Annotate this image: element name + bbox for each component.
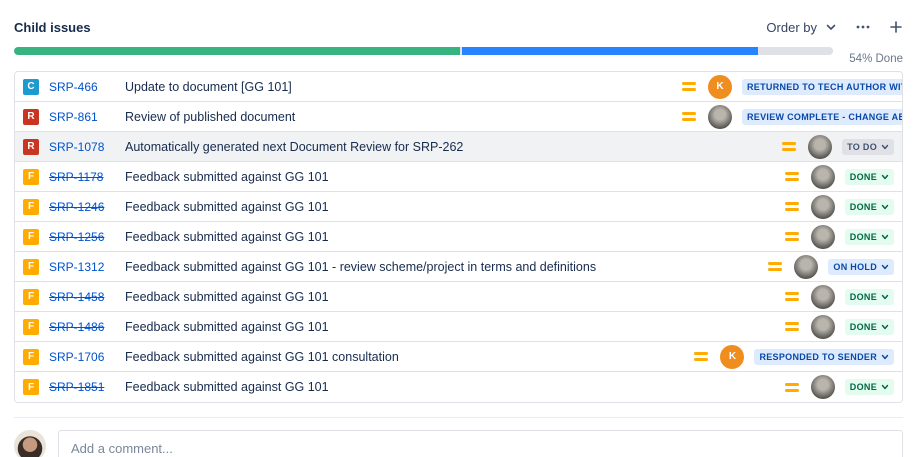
- issue-type-feedback-icon: F: [23, 168, 39, 185]
- more-icon[interactable]: [855, 19, 871, 35]
- status-badge[interactable]: DONE: [844, 168, 894, 185]
- status-badge[interactable]: DONE: [844, 318, 894, 335]
- issue-type-feedback-icon: F: [23, 228, 39, 245]
- progress-segment-done: [14, 47, 461, 55]
- assignee-avatar[interactable]: [810, 194, 835, 219]
- assignee-avatar[interactable]: K: [720, 344, 745, 369]
- issue-summary: Feedback submitted against GG 101: [125, 229, 329, 244]
- assignee-avatar[interactable]: [810, 314, 835, 339]
- issue-summary: Feedback submitted against GG 101: [125, 289, 329, 304]
- assignee-avatar[interactable]: [810, 284, 835, 309]
- progress-segment-todo: [760, 47, 833, 55]
- order-by-label: Order by: [766, 19, 817, 35]
- issue-row[interactable]: F SRP-1178 Feedback submitted against GG…: [15, 162, 902, 192]
- issue-summary: Feedback submitted against GG 101 - revi…: [125, 259, 597, 274]
- progress-bar: [14, 47, 833, 55]
- issue-key-link[interactable]: SRP-861: [49, 109, 98, 124]
- issue-summary: Automatically generated next Document Re…: [125, 139, 464, 154]
- assignee-avatar[interactable]: [808, 134, 833, 159]
- issue-type-change-icon: C: [23, 78, 39, 95]
- progress-section: 54% Done: [14, 45, 903, 65]
- issue-type-feedback-icon: F: [23, 318, 39, 335]
- order-by-button[interactable]: Order by: [766, 20, 837, 35]
- issue-row[interactable]: R SRP-861 Review of published document R…: [15, 102, 902, 132]
- issue-summary: Review of published document: [125, 109, 296, 124]
- status-badge[interactable]: RETURNED TO TECH AUTHOR WITH C: [742, 78, 902, 95]
- issue-type-feedback-icon: F: [23, 198, 39, 215]
- priority-medium-icon: [782, 142, 797, 151]
- chevron-down-icon: [825, 21, 837, 33]
- issue-row[interactable]: F SRP-1458 Feedback submitted against GG…: [15, 282, 902, 312]
- issue-key-link[interactable]: SRP-1256: [49, 229, 105, 244]
- comment-section: [14, 430, 903, 457]
- priority-medium-icon: [784, 292, 799, 301]
- issue-key-link[interactable]: SRP-1078: [49, 139, 105, 154]
- issue-row[interactable]: F SRP-1246 Feedback submitted against GG…: [15, 192, 902, 222]
- issue-type-review-icon: R: [23, 138, 39, 155]
- status-badge[interactable]: DONE: [844, 288, 894, 305]
- priority-medium-icon: [768, 262, 783, 271]
- status-badge[interactable]: RESPONDED TO SENDER: [754, 348, 894, 365]
- status-badge-clip: RETURNED TO TECH AUTHOR WITH C: [742, 78, 902, 95]
- status-badge[interactable]: ON HOLD: [828, 258, 894, 275]
- section-divider: [14, 417, 903, 418]
- priority-medium-icon: [784, 322, 799, 331]
- issue-summary: Feedback submitted against GG 101: [125, 199, 329, 214]
- issue-type-feedback-icon: F: [23, 288, 39, 305]
- panel-header: Child issues Order by: [14, 18, 903, 36]
- panel-title: Child issues: [14, 19, 91, 35]
- issue-row[interactable]: F SRP-1486 Feedback submitted against GG…: [15, 312, 902, 342]
- issue-summary: Feedback submitted against GG 101: [125, 169, 329, 184]
- issue-summary: Feedback submitted against GG 101: [125, 319, 329, 334]
- assignee-avatar[interactable]: [708, 104, 732, 129]
- issue-key-link[interactable]: SRP-1312: [49, 259, 105, 274]
- issue-summary: Feedback submitted against GG 101: [125, 380, 329, 394]
- priority-medium-icon: [682, 112, 696, 121]
- status-badge[interactable]: TO DO: [842, 138, 894, 155]
- issue-key-link[interactable]: SRP-1851: [49, 380, 105, 394]
- priority-medium-icon: [784, 382, 799, 392]
- priority-medium-icon: [694, 352, 709, 361]
- assignee-avatar[interactable]: [794, 254, 819, 279]
- issue-type-feedback-icon: F: [23, 258, 39, 275]
- progress-label: 54% Done: [849, 53, 903, 65]
- priority-medium-icon: [682, 82, 696, 91]
- issue-row[interactable]: C SRP-466 Update to document [GG 101] K …: [15, 72, 902, 102]
- assignee-avatar[interactable]: K: [708, 74, 732, 99]
- status-badge[interactable]: DONE: [844, 198, 894, 215]
- issue-key-link[interactable]: SRP-1178: [49, 169, 104, 184]
- issue-row[interactable]: F SRP-1851 Feedback submitted against GG…: [15, 372, 902, 402]
- issue-row[interactable]: F SRP-1706 Feedback submitted against GG…: [15, 342, 902, 372]
- issue-row-highlighted[interactable]: R SRP-1078 Automatically generated next …: [15, 132, 902, 162]
- issue-summary: Update to document [GG 101]: [125, 79, 292, 94]
- assignee-avatar[interactable]: [810, 224, 835, 249]
- priority-medium-icon: [784, 172, 799, 181]
- status-badge[interactable]: DONE: [844, 379, 894, 395]
- priority-medium-icon: [784, 232, 799, 241]
- plus-icon[interactable]: [889, 20, 903, 34]
- progress-segment-inprogress: [462, 47, 758, 55]
- issue-type-feedback-icon: F: [23, 379, 39, 395]
- priority-medium-icon: [784, 202, 799, 211]
- issue-type-feedback-icon: F: [23, 348, 39, 365]
- issue-row[interactable]: F SRP-1256 Feedback submitted against GG…: [15, 222, 902, 252]
- assignee-avatar[interactable]: [810, 375, 835, 399]
- status-badge[interactable]: REVIEW COMPLETE - CHANGE ABCD F: [742, 108, 902, 125]
- status-badge-clip: REVIEW COMPLETE - CHANGE ABCD F: [742, 108, 902, 125]
- add-comment-input[interactable]: [58, 430, 903, 457]
- issue-row[interactable]: F SRP-1312 Feedback submitted against GG…: [15, 252, 902, 282]
- issue-type-review-icon: R: [23, 108, 39, 125]
- status-badge[interactable]: DONE: [844, 228, 894, 245]
- current-user-avatar: [14, 430, 46, 457]
- issue-key-link[interactable]: SRP-1706: [49, 349, 105, 364]
- assignee-avatar[interactable]: [810, 164, 835, 189]
- issue-key-link[interactable]: SRP-1486: [49, 319, 105, 334]
- issue-summary: Feedback submitted against GG 101 consul…: [125, 349, 399, 364]
- header-controls: Order by: [766, 19, 903, 35]
- child-issues-list: C SRP-466 Update to document [GG 101] K …: [14, 71, 903, 403]
- issue-key-link[interactable]: SRP-466: [49, 79, 98, 94]
- issue-key-link[interactable]: SRP-1458: [49, 289, 105, 304]
- issue-key-link[interactable]: SRP-1246: [49, 199, 105, 214]
